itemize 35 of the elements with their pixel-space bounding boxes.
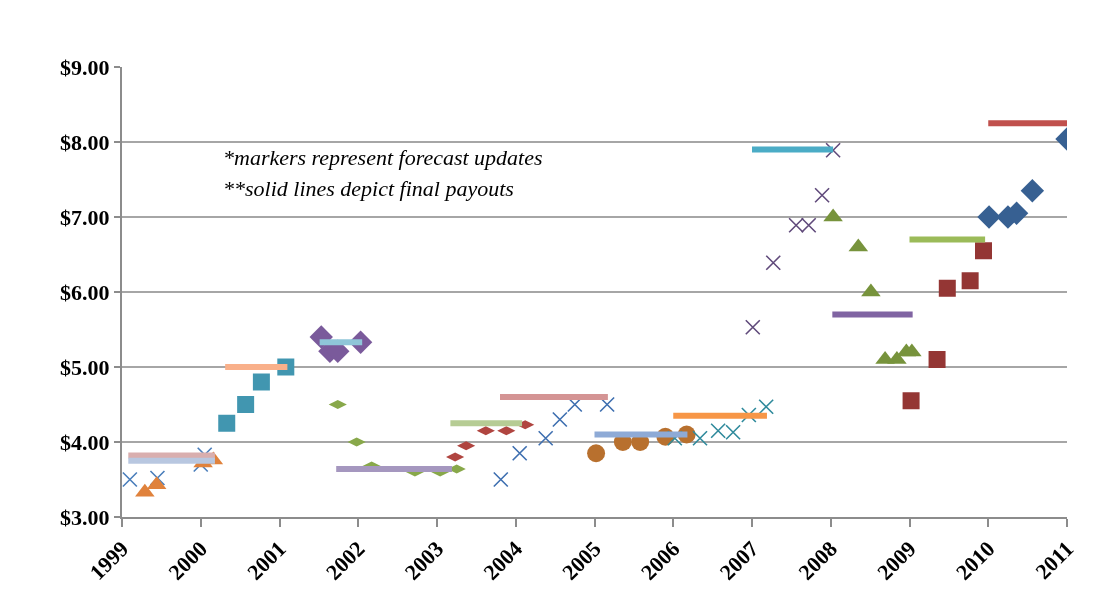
point [511, 445, 528, 462]
point [744, 319, 761, 336]
point [861, 283, 881, 297]
point [938, 279, 956, 297]
point [825, 142, 841, 159]
point [902, 392, 920, 410]
point [692, 430, 708, 447]
point [552, 411, 568, 428]
point [814, 187, 830, 204]
y-tick-label: $4.00 [60, 429, 110, 455]
y-tick-label: $8.00 [60, 129, 110, 155]
point [902, 343, 922, 357]
y-tick-label: $5.00 [60, 354, 110, 380]
point [149, 470, 166, 486]
point [1020, 179, 1045, 203]
point [587, 444, 606, 463]
y-tick-label: $3.00 [60, 504, 110, 530]
point [928, 351, 946, 368]
point [237, 396, 255, 413]
point [977, 205, 1001, 229]
y-tick-label: $9.00 [60, 54, 110, 80]
point [961, 272, 979, 290]
y-tick-label: $7.00 [60, 204, 110, 230]
y-tick-label: $6.00 [60, 279, 110, 305]
annotation: **solid lines depict final payouts [223, 176, 514, 201]
point [492, 471, 509, 488]
point [218, 414, 236, 432]
point [823, 208, 843, 222]
annotation: *markers represent forecast updates [223, 145, 543, 170]
point [122, 471, 138, 488]
point [252, 373, 270, 391]
point [975, 242, 993, 260]
point [765, 254, 782, 271]
point [537, 430, 554, 447]
point [758, 398, 774, 415]
